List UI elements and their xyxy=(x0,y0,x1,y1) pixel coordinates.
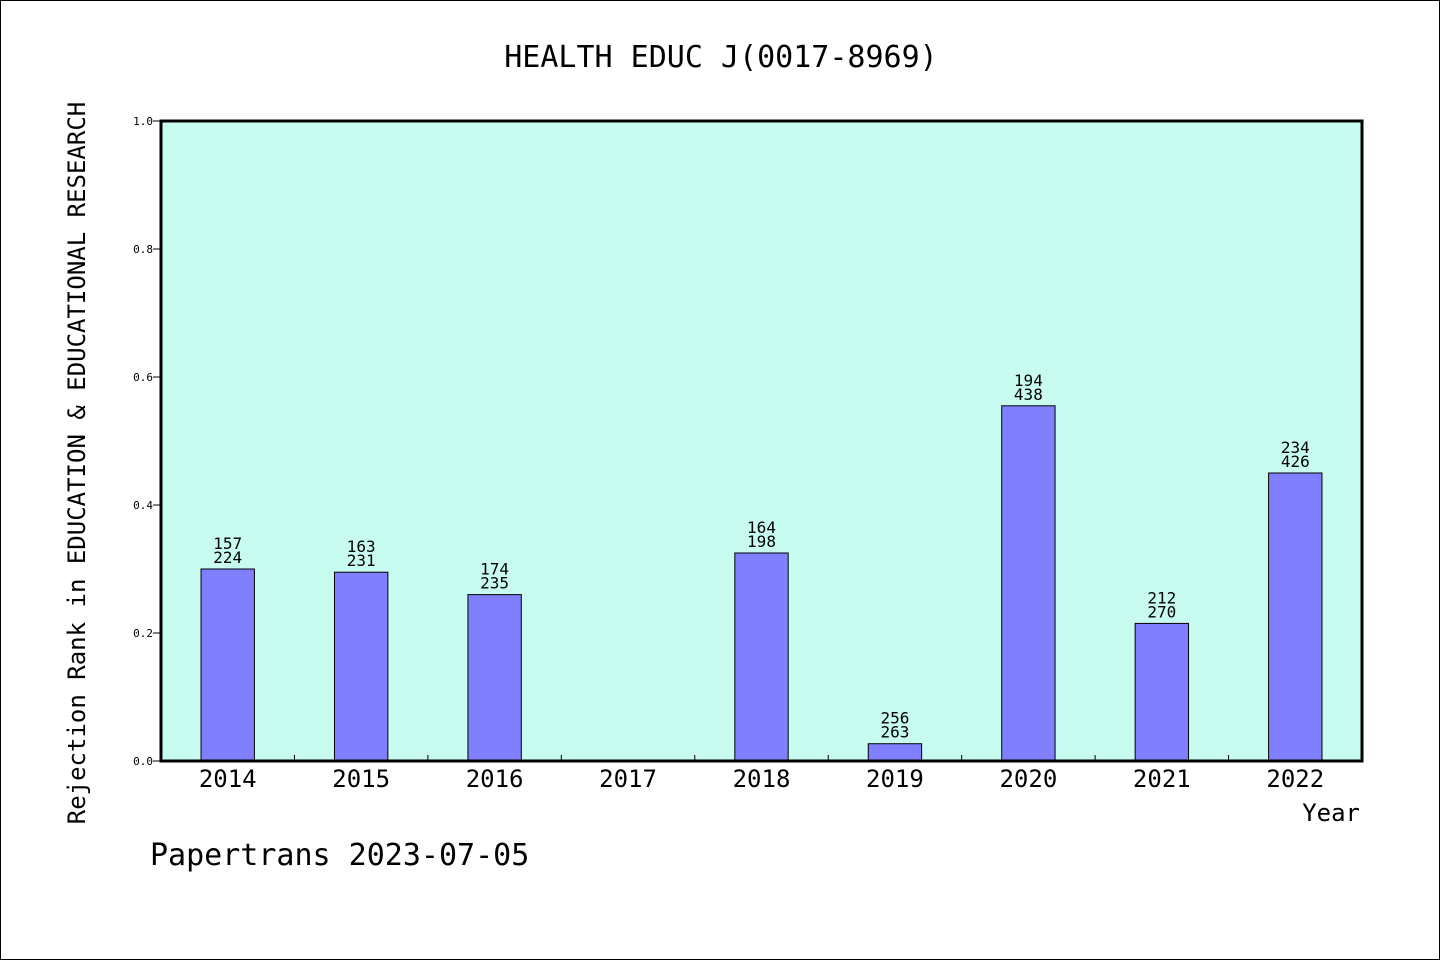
x-tick-label: 2019 xyxy=(866,765,924,793)
y-tick-label: 1.0 xyxy=(133,115,153,128)
bar-label-bottom: 263 xyxy=(880,723,909,742)
bar-2020 xyxy=(1001,405,1056,762)
bar-label-bottom: 270 xyxy=(1147,602,1176,621)
x-tick-label: 2018 xyxy=(733,765,791,793)
x-tick-label: 2021 xyxy=(1133,765,1191,793)
bar-label-bottom: 426 xyxy=(1281,452,1310,471)
y-axis-ticks: 0.0 0.2 0.4 0.6 0.8 1.0 xyxy=(133,115,161,768)
bar-2014 xyxy=(200,568,255,762)
x-tick-label: 2022 xyxy=(1266,765,1324,793)
x-tick-label: 2020 xyxy=(999,765,1057,793)
x-tick-label: 2016 xyxy=(466,765,524,793)
bar-label-top: 194 xyxy=(1014,371,1043,390)
bar-label-top: 234 xyxy=(1281,438,1310,457)
bar-2021 xyxy=(1134,622,1190,762)
y-axis-label: Rejection Rank in EDUCATION & EDUCATIONA… xyxy=(63,102,91,824)
bar-label-bottom: 224 xyxy=(213,548,242,567)
bar-2015 xyxy=(333,571,389,762)
y-tick-label: 0.2 xyxy=(133,627,153,640)
x-tick-label: 2017 xyxy=(599,765,657,793)
bar-2019 xyxy=(867,743,923,762)
bar-label-top: 174 xyxy=(480,560,509,579)
x-axis-ticks: 2014 2015 2016 2017 2018 2019 2020 2021 2022 xyxy=(199,755,1324,793)
x-axis-label: Year xyxy=(1302,799,1360,827)
y-tick-label: 0.8 xyxy=(133,243,153,256)
y-tick-label: 0.6 xyxy=(133,371,153,384)
bar-label-bottom: 438 xyxy=(1014,385,1043,404)
chart-title: HEALTH EDUC J(0017-8969) xyxy=(504,40,937,75)
bar-label-top: 164 xyxy=(747,518,776,537)
y-tick-label: 0.0 xyxy=(133,755,153,768)
watermark-text: Papertrans 2023-07-05 xyxy=(150,838,529,873)
bars xyxy=(200,405,1323,762)
plot-border xyxy=(159,119,1364,763)
bar-label-top: 212 xyxy=(1147,588,1176,607)
y-tick-label: 0.4 xyxy=(133,499,153,512)
bar-2022 xyxy=(1268,472,1323,762)
bar-label-top: 163 xyxy=(347,537,376,556)
bar-2018 xyxy=(734,552,789,762)
bar-label-top: 256 xyxy=(880,709,909,728)
bar-label-bottom: 235 xyxy=(480,574,509,593)
bar-label-top: 157 xyxy=(213,534,242,553)
bar-2016 xyxy=(467,594,522,762)
x-tick-label: 2014 xyxy=(199,765,257,793)
x-tick-label: 2015 xyxy=(332,765,390,793)
bar-label-bottom: 231 xyxy=(347,551,376,570)
bar-label-bottom: 198 xyxy=(747,532,776,551)
